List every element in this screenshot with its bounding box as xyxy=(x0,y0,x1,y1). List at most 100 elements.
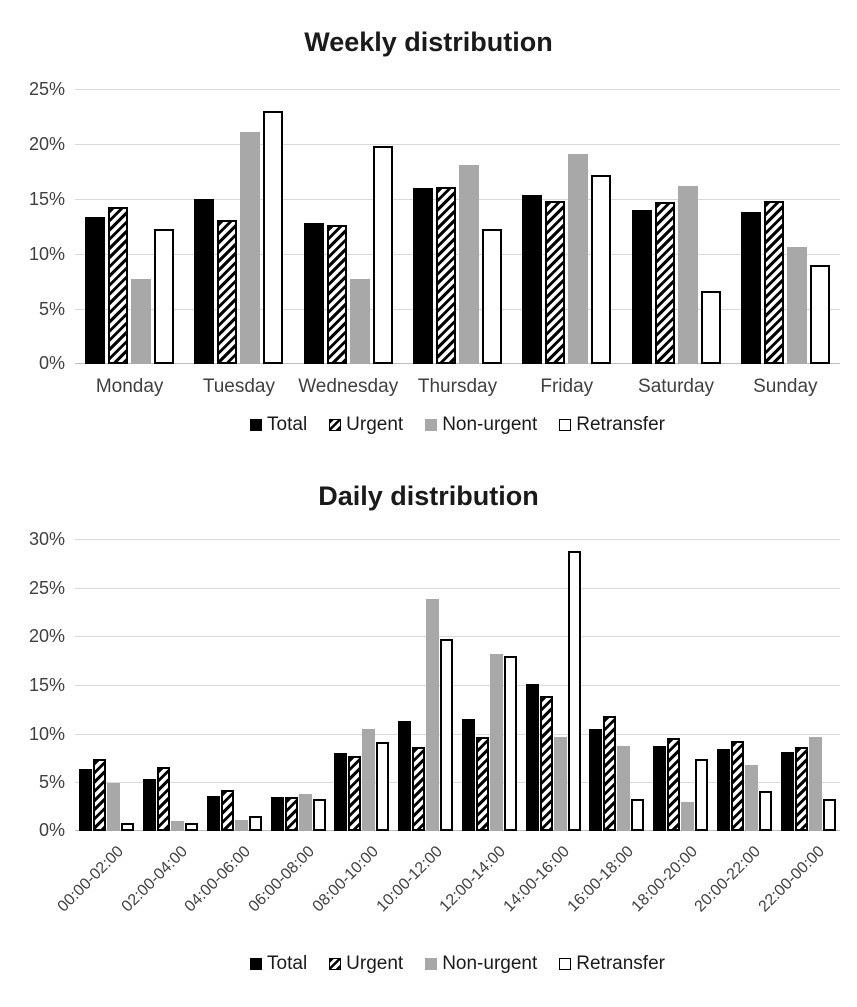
gridline xyxy=(75,539,840,540)
legend-label: Non-urgent xyxy=(442,953,538,974)
y-tick-label: 15% xyxy=(28,189,65,209)
x-axis-label: Saturday xyxy=(638,376,715,397)
x-axis-label: 04:00-06:00 xyxy=(181,843,255,916)
total-bar xyxy=(79,768,93,831)
x-axis-label: 08:00-10:00 xyxy=(309,843,382,916)
x-axis-label: Tuesday xyxy=(202,376,275,397)
nonurgent-bar xyxy=(234,820,248,831)
weekly-legend: Total Urgent Non-urgent Retransfer xyxy=(75,414,840,436)
nonurgent-bar xyxy=(568,153,589,364)
y-tick-label: 20% xyxy=(28,626,65,646)
retransfer-bar xyxy=(503,655,517,831)
legend-label: Retransfer xyxy=(576,414,665,435)
gridline xyxy=(75,830,840,831)
legend-label: Retransfer xyxy=(576,953,665,974)
retransfer-bar xyxy=(631,798,645,831)
y-tick-label: 25% xyxy=(28,79,65,99)
urgent-bar xyxy=(157,766,171,831)
urgent-bar xyxy=(603,716,617,831)
y-tick-label: 25% xyxy=(28,578,65,598)
y-tick-label: 5% xyxy=(38,299,65,319)
total-bar xyxy=(522,194,543,364)
retransfer-bar xyxy=(376,742,390,831)
urgent-bar xyxy=(794,747,808,831)
legend-item-total: Total xyxy=(250,953,307,975)
retransfer-bar xyxy=(263,111,284,364)
total-bar xyxy=(412,188,433,364)
bar-group xyxy=(521,550,585,831)
legend-item-urgent: Urgent xyxy=(329,414,403,436)
legend-marker-urgent xyxy=(329,958,342,970)
bar-group xyxy=(776,736,840,831)
nonurgent-bar xyxy=(240,131,261,364)
total-bar xyxy=(334,753,348,831)
legend-item-retransfer: Retransfer xyxy=(559,414,665,436)
retransfer-bar xyxy=(185,823,199,831)
gridline xyxy=(75,685,840,686)
total-bar xyxy=(270,796,284,831)
x-axis-label: Wednesday xyxy=(298,376,399,397)
bars-layer xyxy=(75,89,840,364)
y-tick-label: 0% xyxy=(38,820,65,840)
x-axis-label: 18:00-20:00 xyxy=(628,843,701,916)
nonurgent-bar xyxy=(171,821,185,831)
total-bar xyxy=(780,752,794,831)
total-bar xyxy=(143,779,157,831)
nonurgent-bar xyxy=(362,728,376,831)
total-bar xyxy=(716,749,730,831)
urgent-bar xyxy=(475,736,489,831)
bar-group xyxy=(75,206,184,364)
legend-label: Total xyxy=(267,953,308,974)
retransfer-bar xyxy=(700,291,721,364)
bar-group xyxy=(403,164,512,364)
legend-label: Urgent xyxy=(346,414,404,435)
x-axis-label: 20:00-22:00 xyxy=(691,843,765,916)
urgent-bar xyxy=(93,759,107,831)
nonurgent-bar xyxy=(681,801,695,831)
retransfer-bar xyxy=(481,228,502,364)
bar-group xyxy=(75,759,139,831)
x-axis-label: Friday xyxy=(540,376,594,397)
legend-marker-total xyxy=(250,419,263,431)
nonurgent-bar xyxy=(744,764,758,831)
total-bar xyxy=(525,684,539,831)
total-bar xyxy=(85,216,106,364)
y-tick-label: 5% xyxy=(38,772,65,792)
total-bar xyxy=(303,223,324,364)
nonurgent-bar xyxy=(786,247,807,364)
urgent-bar xyxy=(539,695,553,831)
bar-group xyxy=(585,716,649,831)
y-tick-label: 10% xyxy=(28,244,65,264)
retransfer-bar xyxy=(758,791,772,831)
nonurgent-bar xyxy=(677,185,698,364)
bar-group xyxy=(203,790,267,831)
legend-label: Total xyxy=(267,414,308,435)
legend-item-nonurgent: Non-urgent xyxy=(425,414,537,436)
bars-layer xyxy=(75,539,840,831)
bar-group xyxy=(184,111,293,364)
gridline xyxy=(75,199,840,200)
daily-legend: Total Urgent Non-urgent Retransfer xyxy=(75,953,840,975)
urgent-bar xyxy=(412,747,426,831)
legend-item-nonurgent: Non-urgent xyxy=(425,953,537,975)
bar-group xyxy=(394,599,458,831)
bar-group xyxy=(731,201,840,364)
x-axis-label: 10:00-12:00 xyxy=(373,843,446,916)
retransfer-bar xyxy=(809,265,830,364)
x-axis-label: 16:00-18:00 xyxy=(564,843,637,916)
legend-item-urgent: Urgent xyxy=(329,953,403,975)
retransfer-bar xyxy=(121,823,135,831)
urgent-bar xyxy=(220,790,234,831)
total-bar xyxy=(194,199,215,364)
nonurgent-bar xyxy=(489,653,503,831)
x-axis-label: 14:00-16:00 xyxy=(500,843,574,916)
urgent-bar xyxy=(654,202,675,364)
nonurgent-bar xyxy=(808,736,822,831)
nonurgent-bar xyxy=(349,279,370,364)
x-axis-labels: Monday Tuesday Wednesday Thursday Friday Satu… xyxy=(75,376,840,398)
bar-group xyxy=(649,737,713,831)
urgent-bar xyxy=(108,206,129,364)
bar-group xyxy=(621,185,730,364)
legend-item-retransfer: Retransfer xyxy=(559,953,665,975)
gridline xyxy=(75,782,840,783)
